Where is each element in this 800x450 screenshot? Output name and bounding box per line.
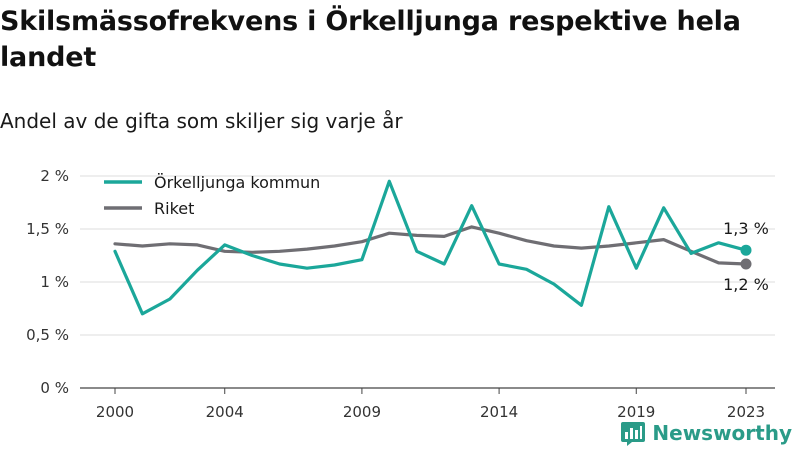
bar-chart-icon [621, 422, 646, 446]
x-tick-label: 2019 [617, 403, 655, 421]
legend-label: Örkelljunga kommun [154, 173, 320, 192]
x-tick-label: 2009 [343, 403, 381, 421]
x-tick-label: 2014 [480, 403, 518, 421]
series-end-point [740, 244, 752, 256]
x-tick-label: 2004 [206, 403, 244, 421]
y-tick-label: 0 % [40, 379, 69, 397]
chart-subtitle: Andel av de gifta som skiljer sig varje … [0, 109, 403, 133]
newsworthy-logo: Newsworthy [620, 420, 792, 446]
chart-title: Skilsmässofrekvens i Örkelljunga respekt… [0, 6, 741, 73]
series-line [113, 179, 748, 316]
y-tick-label: 1,5 % [26, 220, 69, 238]
series-lines [113, 179, 752, 316]
end-value-label: 1,3 % [723, 219, 769, 238]
y-tick-label: 0,5 % [26, 326, 69, 344]
y-tick-label: 2 % [40, 167, 69, 185]
brand-name: Newsworthy [652, 421, 792, 445]
y-axis-ticks: 0 % 0,5 % 1 % 1,5 % 2 % [26, 167, 69, 397]
grid-lines [80, 175, 775, 389]
x-tick-label: 2023 [727, 403, 765, 421]
y-tick-label: 1 % [40, 273, 69, 291]
legend: Örkelljunga kommun Riket [104, 173, 320, 218]
x-axis: 2000 2004 2009 2014 2019 2023 [96, 388, 765, 421]
series-end-point [740, 258, 752, 270]
legend-label: Riket [154, 199, 194, 218]
end-labels: 1,3 % 1,2 % [723, 219, 769, 294]
x-tick-label: 2000 [96, 403, 134, 421]
end-value-label: 1,2 % [723, 275, 769, 294]
